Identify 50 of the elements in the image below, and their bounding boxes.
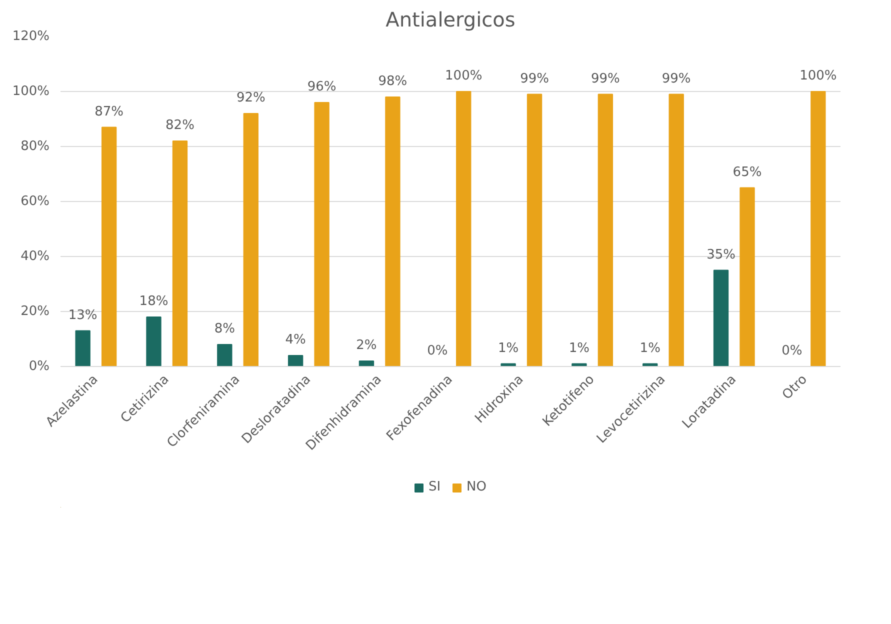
data-label: 1%	[640, 340, 660, 356]
data-label: 92%	[236, 90, 266, 106]
data-label: 1%	[498, 340, 519, 356]
y-tick-label: 20%	[20, 304, 50, 319]
bar	[810, 91, 826, 366]
bar	[75, 330, 90, 366]
bar	[740, 187, 755, 366]
data-label: 1%	[568, 340, 590, 356]
chart-title: Antialergicos	[386, 8, 516, 32]
data-label: 0%	[782, 344, 802, 358]
data-label: 100%	[800, 68, 837, 84]
y-tick-label: 100%	[12, 84, 50, 99]
bar	[217, 344, 232, 366]
data-label: 13%	[68, 308, 98, 323]
data-label: 65%	[732, 164, 762, 180]
bar	[172, 140, 188, 366]
bar	[101, 126, 117, 366]
y-tick-label: 80%	[20, 139, 50, 154]
bar	[288, 355, 304, 366]
data-label: 100%	[445, 68, 482, 84]
data-label: 18%	[139, 294, 168, 309]
data-label: 87%	[94, 104, 124, 120]
bar	[314, 102, 330, 366]
bar	[713, 270, 729, 366]
bar	[358, 360, 374, 366]
data-label: 2%	[356, 338, 377, 353]
y-tick-label: 40%	[20, 249, 50, 264]
legend-label: NO	[466, 480, 486, 494]
x-tick-label: Otro	[780, 372, 810, 403]
y-tick-label: 0%	[28, 359, 50, 374]
data-label: 4%	[285, 332, 306, 348]
data-label: 35%	[706, 247, 736, 262]
bar	[598, 94, 614, 366]
bar	[385, 96, 400, 366]
y-tick-label: 60%	[20, 194, 50, 209]
data-label: 99%	[520, 71, 549, 86]
bar	[668, 94, 684, 366]
bar	[146, 316, 162, 366]
data-label: 99%	[662, 71, 691, 86]
data-label: 96%	[307, 80, 336, 94]
data-label: 82%	[166, 118, 194, 133]
bar	[456, 91, 472, 366]
bar	[526, 94, 542, 366]
bar	[243, 113, 258, 366]
data-label: 98%	[378, 74, 408, 89]
y-tick-label: 120%	[12, 29, 50, 44]
data-label: 0%	[427, 344, 448, 358]
legend-label: SI	[428, 480, 442, 494]
data-label: 8%	[214, 322, 235, 336]
data-label: 99%	[590, 71, 620, 86]
